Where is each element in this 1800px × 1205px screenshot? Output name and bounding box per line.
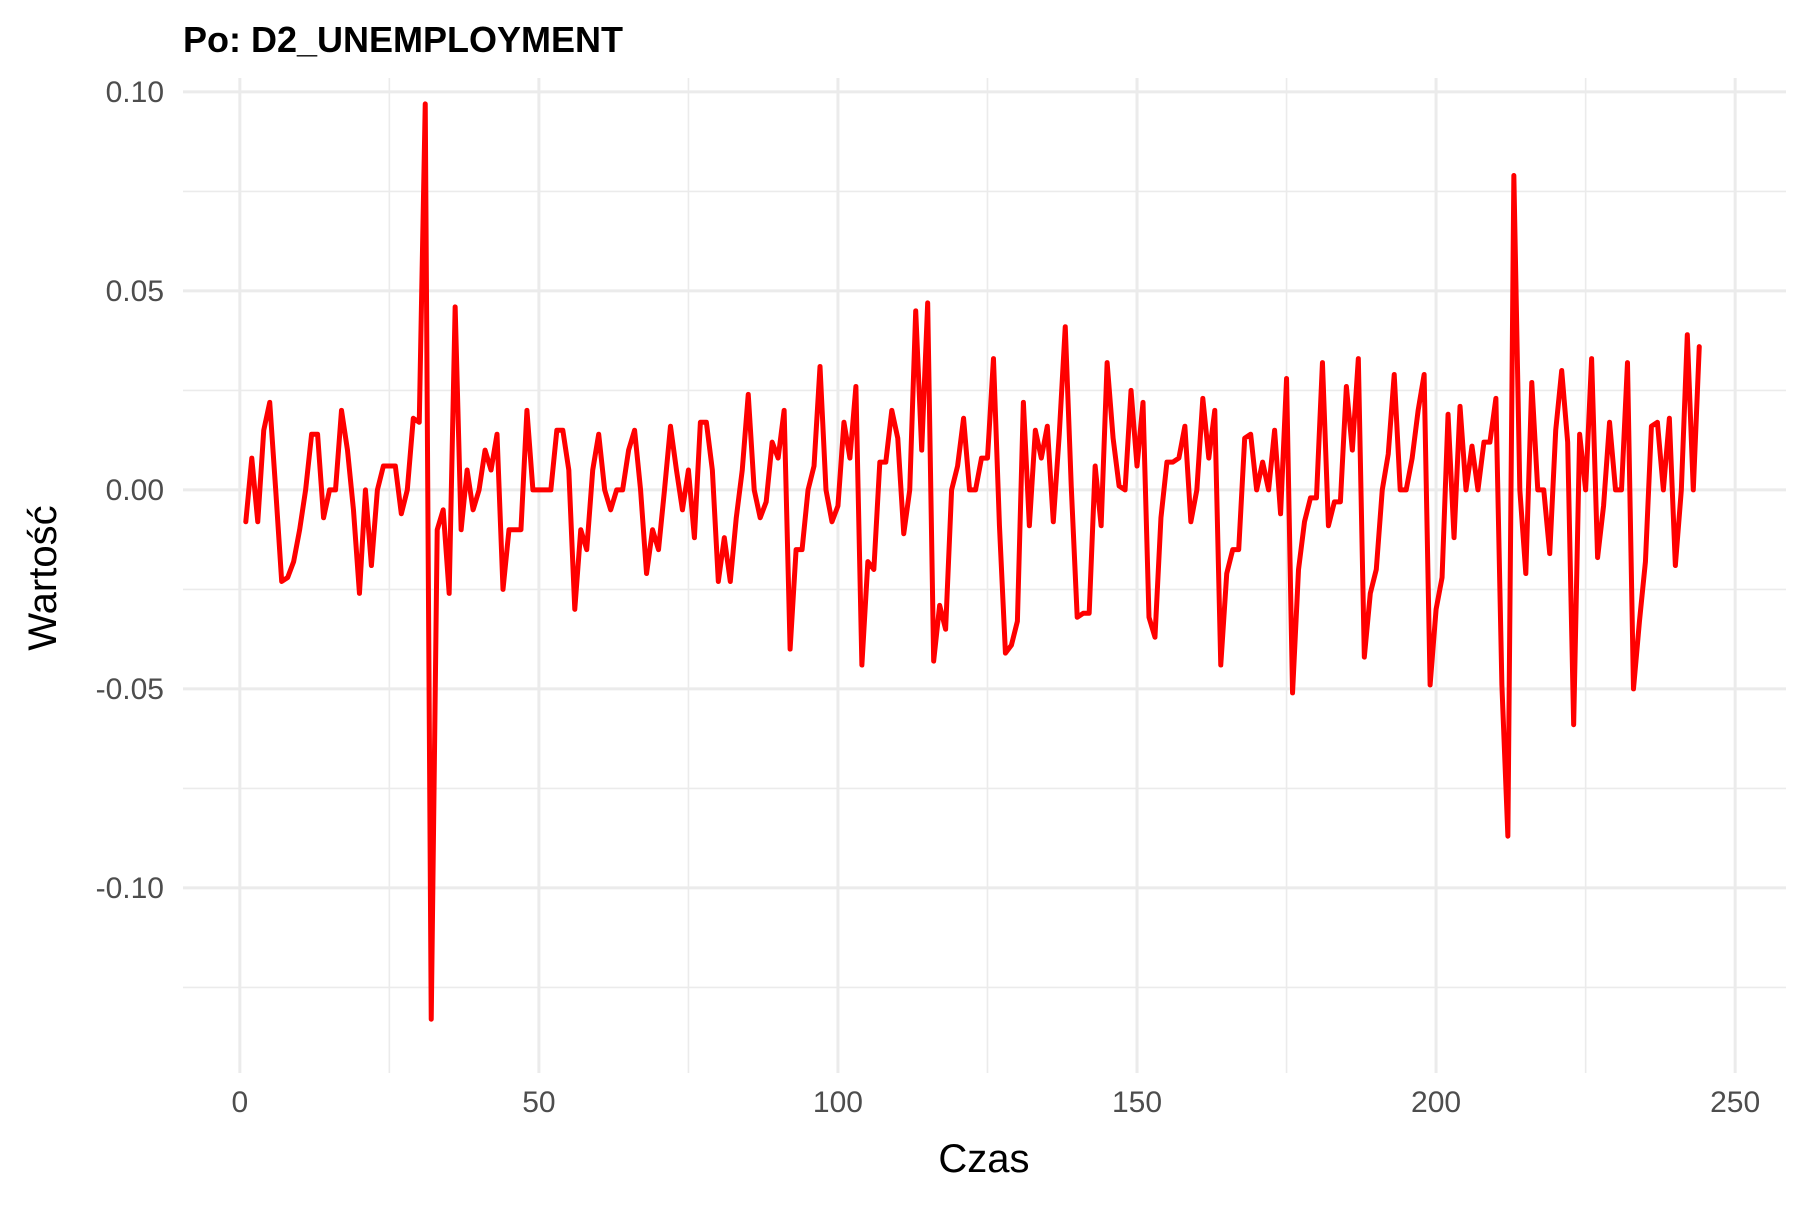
x-tick-label: 100 [813, 1086, 863, 1119]
y-tick-label: 0.10 [106, 76, 164, 109]
y-tick-label: 0.05 [106, 275, 164, 308]
x-axis-title: Czas [938, 1137, 1029, 1181]
y-axis-tick-labels: 0.10 0.05 0.00 -0.05 -0.10 [96, 76, 164, 905]
x-tick-label: 200 [1411, 1086, 1461, 1119]
y-tick-label: 0.00 [106, 474, 164, 507]
x-tick-label: 0 [231, 1086, 248, 1119]
x-tick-label: 150 [1112, 1086, 1162, 1119]
series-layer [243, 101, 1702, 1022]
y-axis-title: Wartość [21, 505, 65, 650]
y-tick-label: -0.05 [96, 673, 164, 706]
x-axis-tick-labels: 0 50 100 150 200 250 [231, 1086, 1760, 1119]
chart-title: Po: D2_UNEMPLOYMENT [183, 19, 623, 60]
x-tick-label: 250 [1710, 1086, 1760, 1119]
y-tick-label: -0.10 [96, 872, 164, 905]
x-tick-label: 50 [522, 1086, 555, 1119]
series-line [243, 101, 1702, 1022]
